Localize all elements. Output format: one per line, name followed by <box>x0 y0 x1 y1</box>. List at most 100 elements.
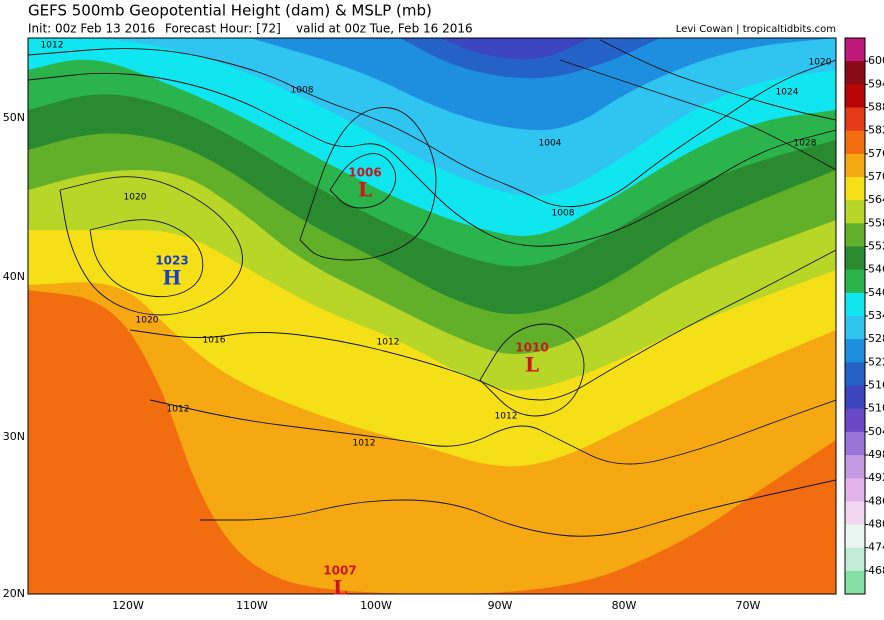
pressure-symbol: L <box>333 576 347 600</box>
isobar <box>59 176 243 316</box>
longitude-label: 90W <box>488 599 513 612</box>
pressure-symbol: L <box>358 178 372 202</box>
isobar-label: 1004 <box>539 139 562 149</box>
isobar-label: 1028 <box>794 139 817 149</box>
pressure-value: 1007 <box>323 564 356 578</box>
colorbar-swatch <box>845 84 865 108</box>
colorbar-swatch <box>845 316 865 340</box>
colorbar-swatch <box>845 153 865 178</box>
isobar <box>599 39 836 121</box>
colorbar-swatch <box>845 200 865 224</box>
colorbar-label: 528 <box>868 332 884 345</box>
latitude-label: 40N <box>3 270 25 283</box>
colorbar-swatch <box>845 246 865 271</box>
colorbar-swatch <box>845 501 865 525</box>
isobar <box>479 323 585 417</box>
colorbar-label: 570 <box>868 170 884 183</box>
isobar <box>129 249 836 401</box>
init-time: Init: 00z Feb 13 2016 <box>28 22 155 36</box>
colorbar-swatch <box>845 524 865 549</box>
forecast-hour: Forecast Hour: [72] <box>165 22 281 36</box>
credit: Levi Cowan | tropicaltidbits.com <box>676 24 836 35</box>
latitude-label: 20N <box>3 587 25 600</box>
valid-time: valid at 00z Tue, Feb 16 2016 <box>296 22 473 36</box>
map <box>28 38 836 594</box>
colorbar-label: 468 <box>868 564 884 577</box>
colorbar-label: 516 <box>868 379 884 392</box>
height-band <box>440 38 590 60</box>
isobar-label: 1012 <box>377 338 400 348</box>
isobar <box>299 107 437 261</box>
height-band <box>250 38 836 130</box>
isobar <box>89 219 204 298</box>
colorbar-label: 492 <box>868 471 884 484</box>
colorbar-label: 582 <box>868 124 884 137</box>
colorbar-swatch <box>845 385 865 410</box>
colorbar-label: 588 <box>868 101 884 114</box>
colorbar-label: 546 <box>868 263 884 276</box>
colorbar-swatch <box>845 38 865 62</box>
colorbar-swatch <box>845 339 865 363</box>
isobar <box>28 72 836 247</box>
colorbar-label: 558 <box>868 216 884 229</box>
pressure-value: 1006 <box>348 166 381 180</box>
latitude-label: 50N <box>3 111 25 124</box>
colorbar-label: 534 <box>868 309 884 322</box>
colorbar-label: 552 <box>868 240 884 253</box>
title: GEFS 500mb Geopotential Height (dam) & M… <box>28 2 432 20</box>
isobar-label: 1012 <box>495 412 518 422</box>
pressure-symbol: H <box>163 266 182 290</box>
pressure-symbol: L <box>525 353 539 377</box>
colorbar-label: 576 <box>868 147 884 160</box>
pressure-value: 1010 <box>515 341 548 355</box>
isobar-label: 1012 <box>167 405 190 415</box>
isobar-label: 1012 <box>41 41 64 51</box>
colorbar-label: 486 <box>868 494 884 507</box>
colorbar-swatch <box>845 362 865 386</box>
longitude-label: 100W <box>360 599 392 612</box>
colorbar-swatch <box>845 130 865 155</box>
colorbar-swatch <box>845 570 865 595</box>
isobar <box>329 153 397 209</box>
colorbar-swatch <box>845 61 865 85</box>
colorbar-label: 504 <box>868 425 884 438</box>
colorbar-label: 522 <box>868 355 884 368</box>
isobar-label: 1024 <box>776 88 799 98</box>
longitude-label: 120W <box>112 599 144 612</box>
isobar-label: 1020 <box>136 316 159 326</box>
colorbar: 600 594 588 582 576 570 564 558 552 546 540 534 528 5… <box>844 37 884 595</box>
colorbar-label: 498 <box>868 448 884 461</box>
map-frame <box>27 37 837 595</box>
colorbar-label: 564 <box>868 193 884 206</box>
colorbar-swatch <box>845 269 865 294</box>
colorbar-swatch <box>845 223 865 247</box>
latitude-label: 30N <box>3 430 25 443</box>
isobar <box>28 48 836 208</box>
isobar <box>200 479 836 537</box>
isobar <box>559 59 836 171</box>
colorbar-swatch <box>845 547 865 572</box>
colorbar-swatch <box>845 408 865 433</box>
longitude-label: 110W <box>236 599 268 612</box>
isobar-label: 1020 <box>809 58 832 68</box>
colorbar-swatch <box>845 107 865 132</box>
labels: 1012 1008 1004 1008 1020 1024 1028 1020 1020 1016… <box>3 41 832 613</box>
longitude-label: 70W <box>736 599 761 612</box>
longitude-label: 80W <box>612 599 637 612</box>
colorbar-label: 594 <box>868 77 884 90</box>
isobar <box>149 399 836 465</box>
isobar-label: 1008 <box>552 209 575 219</box>
colorbar-swatch <box>845 431 865 456</box>
pressure-value: 1023 <box>155 254 188 268</box>
colorbar-label: 510 <box>868 402 884 415</box>
colorbar-swatch <box>845 478 865 502</box>
isobar-label: 1012 <box>353 439 376 449</box>
colorbar-label: 480 <box>868 518 884 531</box>
colorbar-label: 540 <box>868 286 884 299</box>
isobar-label: 1008 <box>291 86 314 96</box>
colorbar-swatch <box>845 455 865 479</box>
colorbar-swatch <box>845 177 865 201</box>
isobar-label: 1016 <box>203 336 226 346</box>
colorbar-swatch <box>845 292 865 317</box>
